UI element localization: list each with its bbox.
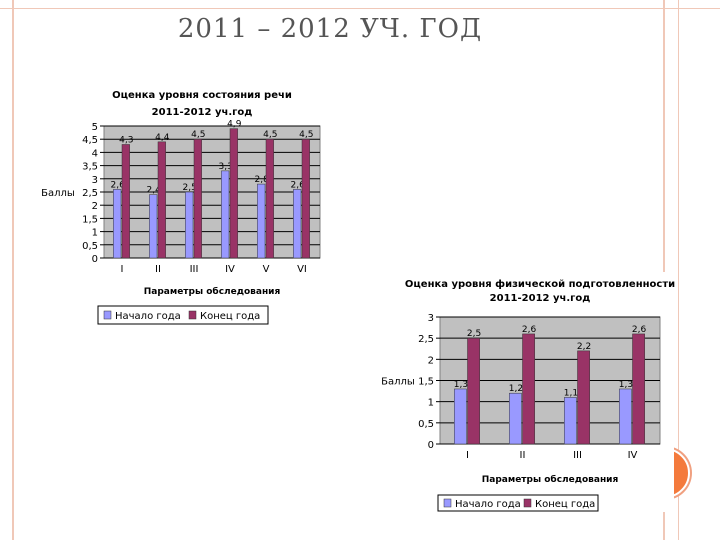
y-tick-label: 3 [428, 313, 434, 324]
bar [193, 138, 202, 259]
x-tick-label: VI [297, 264, 307, 275]
bar-data-label: 1,3 [619, 380, 633, 390]
x-tick-label: III [573, 450, 582, 461]
bar-data-label: 2,5 [183, 183, 197, 193]
y-tick-label: 3 [92, 175, 98, 186]
chart-title-line: 2011-2012 уч.год [490, 293, 591, 304]
chart-title-line: Оценка уровня физической подготовленност… [405, 278, 675, 290]
bar [467, 337, 480, 445]
legend-swatch [443, 498, 452, 508]
bar [293, 189, 302, 259]
x-axis-label: Параметры обследования [482, 474, 619, 485]
bar [265, 138, 274, 259]
y-tick-label: 1,5 [82, 214, 98, 225]
bar-data-label: 4,3 [119, 135, 133, 145]
y-tick-label: 2 [428, 355, 434, 366]
x-axis-label: Параметры обследования [144, 286, 281, 297]
bar [454, 388, 467, 445]
y-tick-label: 1 [92, 228, 98, 239]
bar [619, 388, 632, 445]
legend-label: Конец года [200, 311, 260, 322]
bar-data-label: 4,9 [227, 120, 242, 130]
bar-data-label: 2,6 [111, 180, 126, 190]
bar [185, 191, 194, 259]
frame-right-line-inner [678, 0, 679, 540]
bar-data-label: 4,5 [263, 130, 277, 140]
bar [121, 144, 130, 259]
bar [257, 183, 266, 259]
bar-data-label: 2,6 [522, 325, 537, 335]
bar-data-label: 4,5 [299, 130, 313, 140]
bar [221, 170, 230, 259]
bar-data-label: 2,5 [467, 329, 481, 339]
bar-data-label: 1,2 [509, 384, 523, 394]
bar-data-label: 1,3 [454, 380, 468, 390]
y-tick-label: 0 [92, 254, 98, 265]
chart-title-line: Оценка уровня состояния речи [112, 90, 292, 101]
y-tick-label: 2,5 [82, 188, 98, 199]
x-tick-label: II [155, 264, 161, 275]
y-tick-label: 0,5 [418, 419, 434, 430]
bar [522, 333, 535, 445]
legend-box [437, 494, 599, 512]
frame-right-line [663, 0, 665, 540]
y-tick-label: 1,5 [418, 377, 434, 388]
x-tick-label: IV [628, 450, 638, 461]
bar [301, 138, 310, 259]
bar-data-label: 2,8 [255, 175, 270, 185]
y-tick-label: 2 [92, 201, 98, 212]
x-tick-label: IV [225, 264, 235, 275]
frame-left-line [12, 0, 14, 540]
y-tick-label: 0 [428, 440, 434, 451]
y-tick-label: 0,5 [82, 241, 98, 252]
bar [157, 141, 166, 259]
legend-swatch [523, 498, 532, 508]
y-tick-label: 4,5 [82, 135, 98, 146]
y-axis-label: Баллы [381, 377, 415, 388]
y-tick-label: 3,5 [82, 162, 98, 173]
legend-swatch [103, 310, 112, 320]
bar-data-label: 4,5 [191, 130, 205, 140]
bar-data-label: 4,4 [155, 133, 170, 143]
frame-top-line [0, 8, 720, 9]
y-axis-label: Баллы [41, 188, 75, 199]
bar-data-label: 2,6 [291, 180, 306, 190]
legend-label: Начало года [115, 311, 181, 322]
bar [229, 128, 238, 259]
x-tick-label: I [121, 264, 124, 275]
legend-box [97, 305, 269, 325]
x-tick-label: II [520, 450, 526, 461]
bar-data-label: 2,4 [147, 186, 162, 196]
bar-data-label: 2,2 [577, 342, 591, 352]
y-tick-label: 2,5 [418, 334, 434, 345]
bar [113, 189, 122, 259]
y-tick-label: 1 [428, 398, 434, 409]
legend-label: Конец года [535, 499, 595, 510]
bar [149, 194, 158, 259]
legend-swatch [188, 310, 197, 320]
page-title: 2011 – 2012 УЧ. ГОД [177, 14, 483, 44]
bar [577, 350, 590, 445]
x-tick-label: I [466, 450, 469, 461]
chart-title-line: 2011-2012 уч.год [152, 107, 253, 118]
bar [632, 333, 645, 445]
x-tick-label: V [263, 264, 270, 275]
bar [564, 397, 577, 445]
bar [509, 392, 522, 445]
y-tick-label: 4 [92, 148, 98, 159]
bar-data-label: 2,6 [632, 325, 647, 335]
legend-label: Начало года [455, 499, 521, 510]
x-tick-label: III [190, 264, 199, 275]
bar-data-label: 1,1 [564, 388, 578, 398]
bar-data-label: 3,3 [219, 162, 233, 172]
y-tick-label: 5 [92, 122, 98, 133]
